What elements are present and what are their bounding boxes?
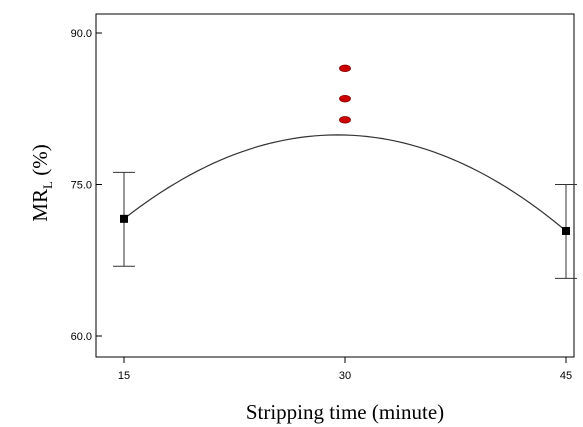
x-tick-label: 45 bbox=[560, 370, 572, 382]
plot-area bbox=[95, 13, 575, 358]
x-axis-ticks: 15 30 45 bbox=[118, 357, 572, 382]
y-tick-label: 60.0 bbox=[71, 331, 92, 343]
observed-point bbox=[339, 64, 351, 73]
mean-marker bbox=[120, 214, 128, 223]
y-axis-title-subscript: L bbox=[40, 181, 55, 189]
y-axis-title-main: MR bbox=[28, 189, 52, 222]
x-tick-label: 15 bbox=[118, 370, 130, 382]
mean-marker bbox=[562, 226, 570, 235]
y-axis-title-suffix: (%) bbox=[28, 144, 52, 181]
observed-point bbox=[339, 94, 351, 103]
x-axis-title: Stripping time (minute) bbox=[246, 400, 444, 424]
y-tick-label: 75.0 bbox=[71, 180, 92, 192]
observed-points bbox=[339, 64, 351, 124]
fit-curve bbox=[123, 134, 567, 232]
x-tick-label: 30 bbox=[339, 370, 351, 382]
observed-point bbox=[339, 116, 351, 124]
mean-markers bbox=[120, 214, 570, 235]
y-axis-title: MRL (%) bbox=[28, 144, 55, 221]
y-axis-ticks: 60.0 75.0 90.0 bbox=[71, 28, 102, 343]
y-tick-label: 90.0 bbox=[71, 28, 92, 40]
